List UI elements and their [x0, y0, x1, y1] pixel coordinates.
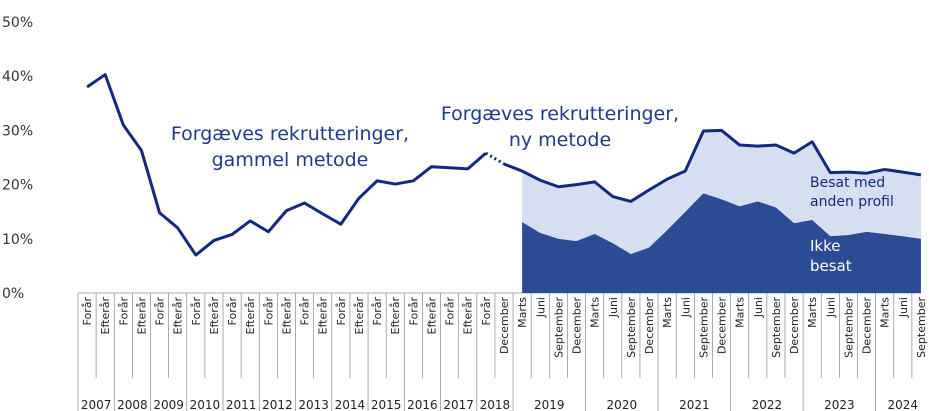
x-tick-label: Juni [897, 297, 910, 318]
series-label: Besat med anden profil [810, 175, 894, 210]
year-label: 2015 [371, 398, 402, 411]
year-label: 2014 [335, 398, 366, 411]
year-label: 2009 [153, 398, 184, 411]
line [503, 128, 922, 203]
x-tick-label: Efterår [317, 297, 330, 335]
x-tick-label: September [625, 297, 638, 358]
year-label: 2019 [534, 398, 565, 411]
year-label: 2021 [679, 398, 710, 411]
x-tick-label: Marts [806, 297, 819, 328]
x-tick-label: Juni [679, 297, 692, 318]
x-tick-label: December [643, 297, 656, 355]
area [522, 130, 921, 254]
year-label: 2024 [888, 398, 919, 411]
x-tick-label: Marts [516, 297, 529, 328]
x-tick-label: Efterår [353, 297, 366, 335]
x-tick-label: September [552, 297, 565, 358]
x-tick-label: Efterår [172, 297, 185, 335]
x-tick-label: Efterår [208, 297, 221, 335]
y-tick-label: 40% [2, 69, 33, 85]
x-tick-label: Forår [154, 297, 167, 326]
year-label: 2008 [117, 398, 148, 411]
x-tick-label: Forår [81, 297, 94, 326]
year-label: 2012 [262, 398, 293, 411]
x-tick-label: Juni [534, 297, 547, 318]
y-tick-label: 50% [2, 15, 33, 31]
x-tick-label: Marts [661, 297, 674, 328]
y-tick-label: 20% [2, 178, 33, 194]
x-tick-label: Forår [335, 297, 348, 326]
x-tick-label: Forår [262, 297, 275, 326]
year-label: 2017 [443, 398, 474, 411]
x-tick-label: December [716, 297, 729, 355]
x-tick-label: Efterår [135, 297, 148, 335]
x-tick-label: September [915, 297, 928, 358]
x-tick-label: Efterår [462, 297, 475, 335]
x-tick-label: Marts [879, 297, 892, 328]
series-label: Forgæves rekrutteringer, gammel metode [170, 123, 410, 171]
x-tick-label: Juni [824, 297, 837, 318]
x-tick-label: September [770, 297, 783, 358]
x-tick-label: Forår [226, 297, 239, 326]
year-label: 2022 [752, 398, 783, 411]
x-tick-label: Juni [752, 297, 765, 318]
x-tick-label: Efterår [389, 297, 402, 335]
x-tick-label: Forår [480, 297, 493, 326]
x-tick-label: Forår [190, 297, 203, 326]
series-label: Forgæves rekrutteringer, ny metode [440, 103, 680, 151]
year-label: 2013 [298, 398, 329, 411]
x-tick-label: Efterår [425, 297, 438, 335]
x-tick-label: Marts [734, 297, 747, 328]
x-tick-label: December [788, 297, 801, 355]
year-label: 2007 [81, 398, 112, 411]
x-tick-label: Forår [407, 297, 420, 326]
area [522, 193, 921, 293]
x-tick-label: Juni [607, 297, 620, 318]
year-label: 2018 [480, 398, 511, 411]
series-label: Ikke besat [810, 237, 852, 276]
x-tick-label: December [498, 297, 511, 355]
year-label: 2023 [824, 398, 855, 411]
year-label: 2020 [607, 398, 638, 411]
x-tick-label: Forår [444, 297, 457, 326]
x-tick-label: Forår [299, 297, 312, 326]
x-tick-label: September [842, 297, 855, 358]
method-break [485, 151, 505, 166]
x-tick-label: December [861, 297, 874, 355]
x-tick-label: Efterår [99, 297, 112, 335]
x-tick-label: December [571, 297, 584, 355]
x-tick-label: Marts [589, 297, 602, 328]
x-tick-label: September [697, 297, 710, 358]
year-label: 2016 [407, 398, 438, 411]
year-label: 2010 [190, 398, 221, 411]
x-tick-label: Efterår [280, 297, 293, 335]
x-tick-label: Efterår [244, 297, 257, 335]
y-tick-label: 30% [2, 123, 33, 139]
y-tick-label: 0% [2, 286, 24, 302]
y-tick-label: 10% [2, 232, 33, 248]
x-tick-label: Forår [117, 297, 130, 326]
x-tick-label: Forår [371, 297, 384, 326]
line [86, 73, 487, 257]
year-label: 2011 [226, 398, 257, 411]
